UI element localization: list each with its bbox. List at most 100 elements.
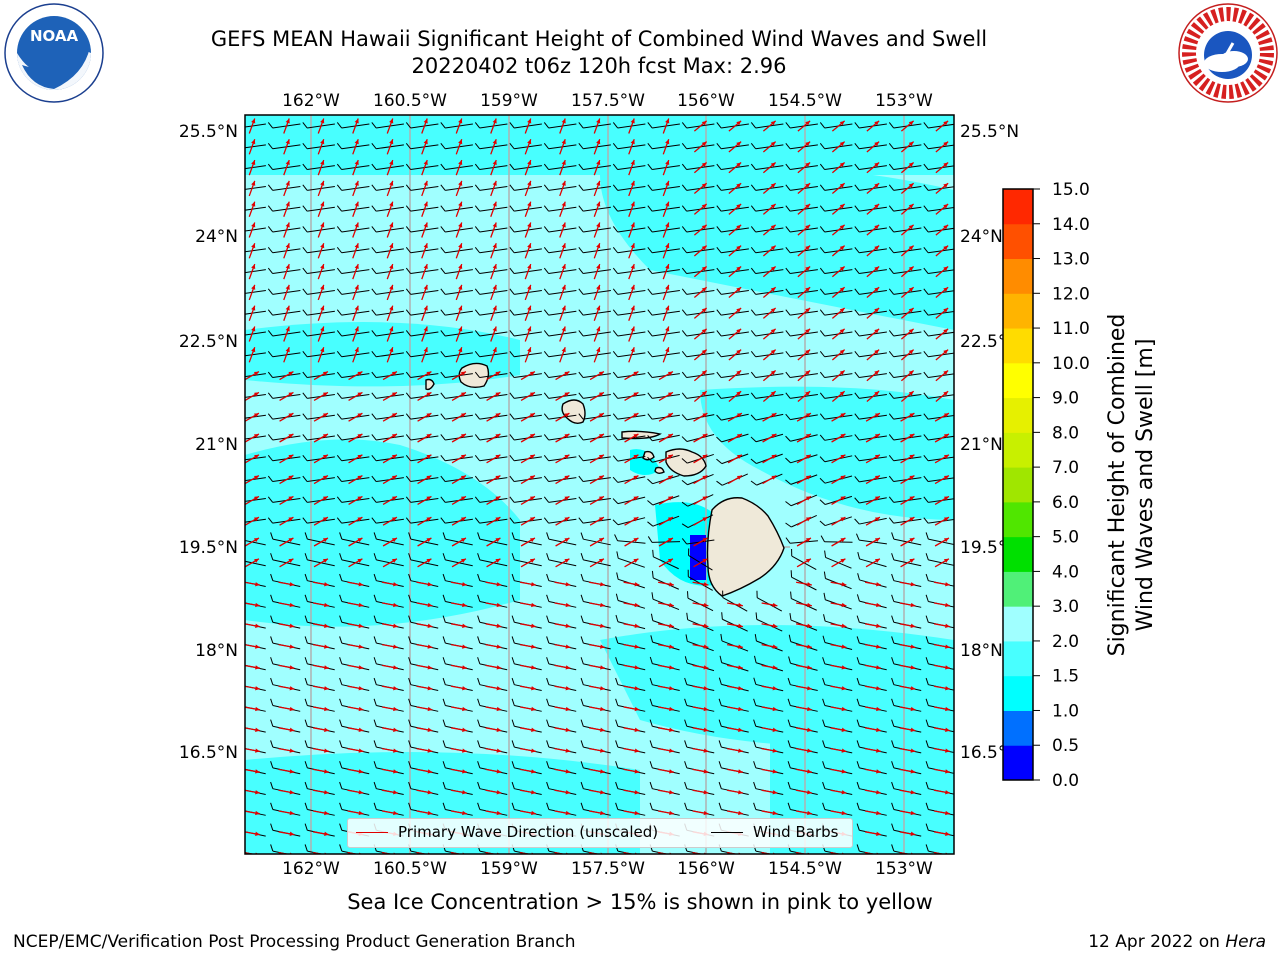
wind-barb-flag [612,267,619,274]
wind-barb-flag [509,475,515,482]
wave-arrow-head [564,413,570,418]
wave-arrow [623,851,636,854]
wind-barb-flag [888,246,895,254]
footer-date-text: 12 Apr 2022 on [1088,932,1226,952]
wind-barb-flag [339,615,343,623]
colorbar-swatch [1003,640,1033,677]
wind-barb-flag [546,802,550,810]
wind-barb-flag [716,226,722,233]
wave-arrow-head [561,326,566,332]
wave-arrow-head [529,538,535,543]
wind-barb [824,850,841,854]
wind-barb-flag [236,720,238,727]
wave-arrow-head [874,391,880,396]
wind-barb-flag [923,496,929,503]
wave-arrow-head [492,160,497,166]
wind-barb-flag [371,122,377,129]
wave-arrow [520,851,532,854]
wave-arrow-head [807,582,812,587]
wind-barb-flag [408,740,412,748]
wind-barb-flag [788,634,792,642]
wind-barb-flag [408,657,412,665]
wave-arrow-head [354,222,359,228]
wind-barb [445,850,462,854]
wind-barb-flag [267,142,274,150]
wind-barb-flag [854,392,860,399]
wind-barb-flag [474,246,481,254]
wave-arrow-head [426,413,432,418]
wave-arrow-head [669,748,674,753]
wind-barb-flag [647,246,653,254]
wave-arrow-head [423,243,428,249]
wave-arrow [727,851,739,854]
wave-arrow-head [324,665,329,670]
wave-arrow-head [496,727,502,732]
wave-arrow-head [253,434,259,439]
wave-arrow-head [426,538,432,543]
wind-barb-flag [477,677,481,685]
left-lat-label: 25.5°N [179,122,238,142]
wave-arrow-head [354,347,359,353]
wave-arrow-head [701,349,707,355]
wave-arrow-head [423,326,428,332]
wave-arrow [658,851,670,854]
wind-barb-flag [681,523,689,528]
wind-barb-flag [891,740,895,748]
wave-arrow-head [564,538,570,543]
wind-barb-flag [543,454,550,462]
right-lat-label: 25.5°N [960,122,1019,142]
wave-arrow-head [600,748,605,753]
wave-arrow-head [393,727,398,732]
wind-barb-flag [685,634,688,642]
wind-barb-flag [339,844,343,852]
wind-barb-flag [234,414,238,419]
wind-barb-flag [442,698,446,706]
wave-arrow-head [322,475,328,480]
wave-arrow-head [354,139,359,145]
wind-barb-flag [371,371,377,378]
wave-arrow-head [874,266,880,272]
wind-barb-flag [923,454,929,462]
wind-barb-flag [543,288,550,295]
wind-barb-flag [511,781,515,789]
wind-barb-flag [787,719,791,727]
wind-barb-flag [304,761,308,769]
wave-arrow-head [565,810,571,816]
wind-barb-flag [891,802,895,810]
wave-arrow-head [630,243,635,249]
wave-arrow-head [253,496,259,501]
wind-barb [859,850,876,854]
wave-arrow-head [320,160,325,166]
wave-arrow-head [357,496,363,501]
wave-arrow-head [805,538,811,543]
wind-barb-flag [925,553,929,561]
wind-barb-flag [750,436,757,443]
bottom-longitude-labels: 162°W 160.5°W 159°W 157.5°W 156°W 154.5°W 153°… [282,859,933,879]
wind-barb-flag [647,288,653,295]
wind-barb-flag [339,698,343,706]
wave-arrow-head [770,266,776,272]
wave-arrow-head [496,665,502,670]
wind-barb-flag [891,532,895,540]
wind-barb-flag [925,844,929,852]
wave-arrow-head [529,434,535,439]
wave-arrow-head [527,243,532,249]
bottom-lon-label: 157.5°W [571,859,645,879]
colorbar-swatch [1003,258,1033,294]
wave-arrow-head [462,810,467,816]
wave-arrow-head [596,284,601,290]
wave-arrow-head [736,204,742,209]
wave-arrow-head [251,160,256,166]
wave-arrow-head [324,706,329,712]
wind-barb-flag [234,289,238,294]
legend-item-wind-barbs: Wind Barbs [711,823,838,841]
wave-arrow-head [598,538,604,543]
wave-arrow-head [908,328,914,334]
wave-arrow-head [565,582,571,587]
wind-barb-flag [267,330,274,337]
wave-arrow-head [495,475,501,480]
wave-arrow-head [770,141,776,147]
wave-arrow-head [496,769,502,774]
wave-arrow-head [253,517,259,522]
wave-arrow-head [943,558,949,563]
